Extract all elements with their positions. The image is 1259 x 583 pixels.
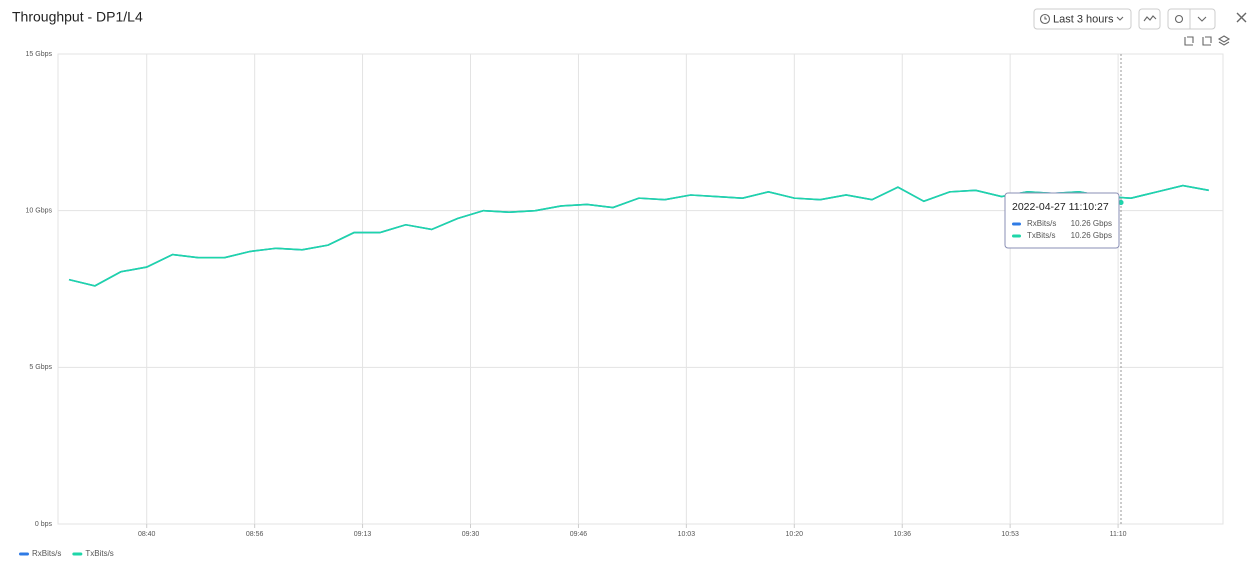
tooltip-value: 10.26 Gbps [1071,231,1112,240]
tooltip-series: RxBits/s [1027,219,1056,228]
x-tick-label: 11:10 [1110,531,1127,538]
x-tick-label: 10:03 [678,531,696,538]
close-button[interactable] [1236,12,1247,23]
y-tick-label: 5 Gbps [29,364,52,371]
x-tick-label: 09:30 [462,531,480,538]
plot-frame [57,53,1224,525]
y-tick-label: 10 Gbps [26,208,53,215]
x-tick-label: 08:56 [246,531,264,538]
crop-icon[interactable] [1202,36,1212,46]
zoom-icon [1143,15,1157,22]
y-tick-label: 15 Gbps [26,51,53,58]
x-tick-label: 10:20 [786,531,804,538]
tooltip-title: 2022-04-27 11:10:27 [1012,201,1109,213]
x-tick-label: 09:13 [354,531,372,538]
legend-swatch [72,552,83,556]
time-range: Last 3 hours [1053,13,1114,25]
chevron [1116,16,1124,21]
layers-icon[interactable] [1217,35,1231,46]
refresh-menu[interactable] [1197,16,1207,22]
x-tick-label: 09:46 [570,531,588,538]
x-tick-label: 10:53 [1001,531,1019,538]
tooltip-swatch [1012,222,1021,226]
legend-label: RxBits/s [32,549,61,558]
time-picker[interactable]: Last 3 hours [1033,8,1132,30]
crop-icon[interactable] [1184,36,1194,46]
hover-point [1118,200,1124,206]
y-tick-label: 0 bps [35,521,53,528]
clock-icon [1039,13,1051,25]
x-tick-label: 10:36 [893,531,911,538]
refresh-icon [1174,14,1184,24]
time-picker-box[interactable] [1033,8,1132,30]
clock-hands [1044,16,1047,20]
tooltip-value: 10.26 Gbps [1071,219,1112,228]
tooltip [1004,192,1120,249]
panel-title: Throughput - DP1/L4 [12,9,143,25]
tooltip-series: TxBits/s [1027,231,1055,240]
refresh-group[interactable] [1167,8,1216,30]
x-tick-label: 08:40 [138,531,156,538]
tooltip-swatch [1012,234,1021,238]
legend-label: TxBits/s [85,549,113,558]
legend-swatch [19,552,29,556]
